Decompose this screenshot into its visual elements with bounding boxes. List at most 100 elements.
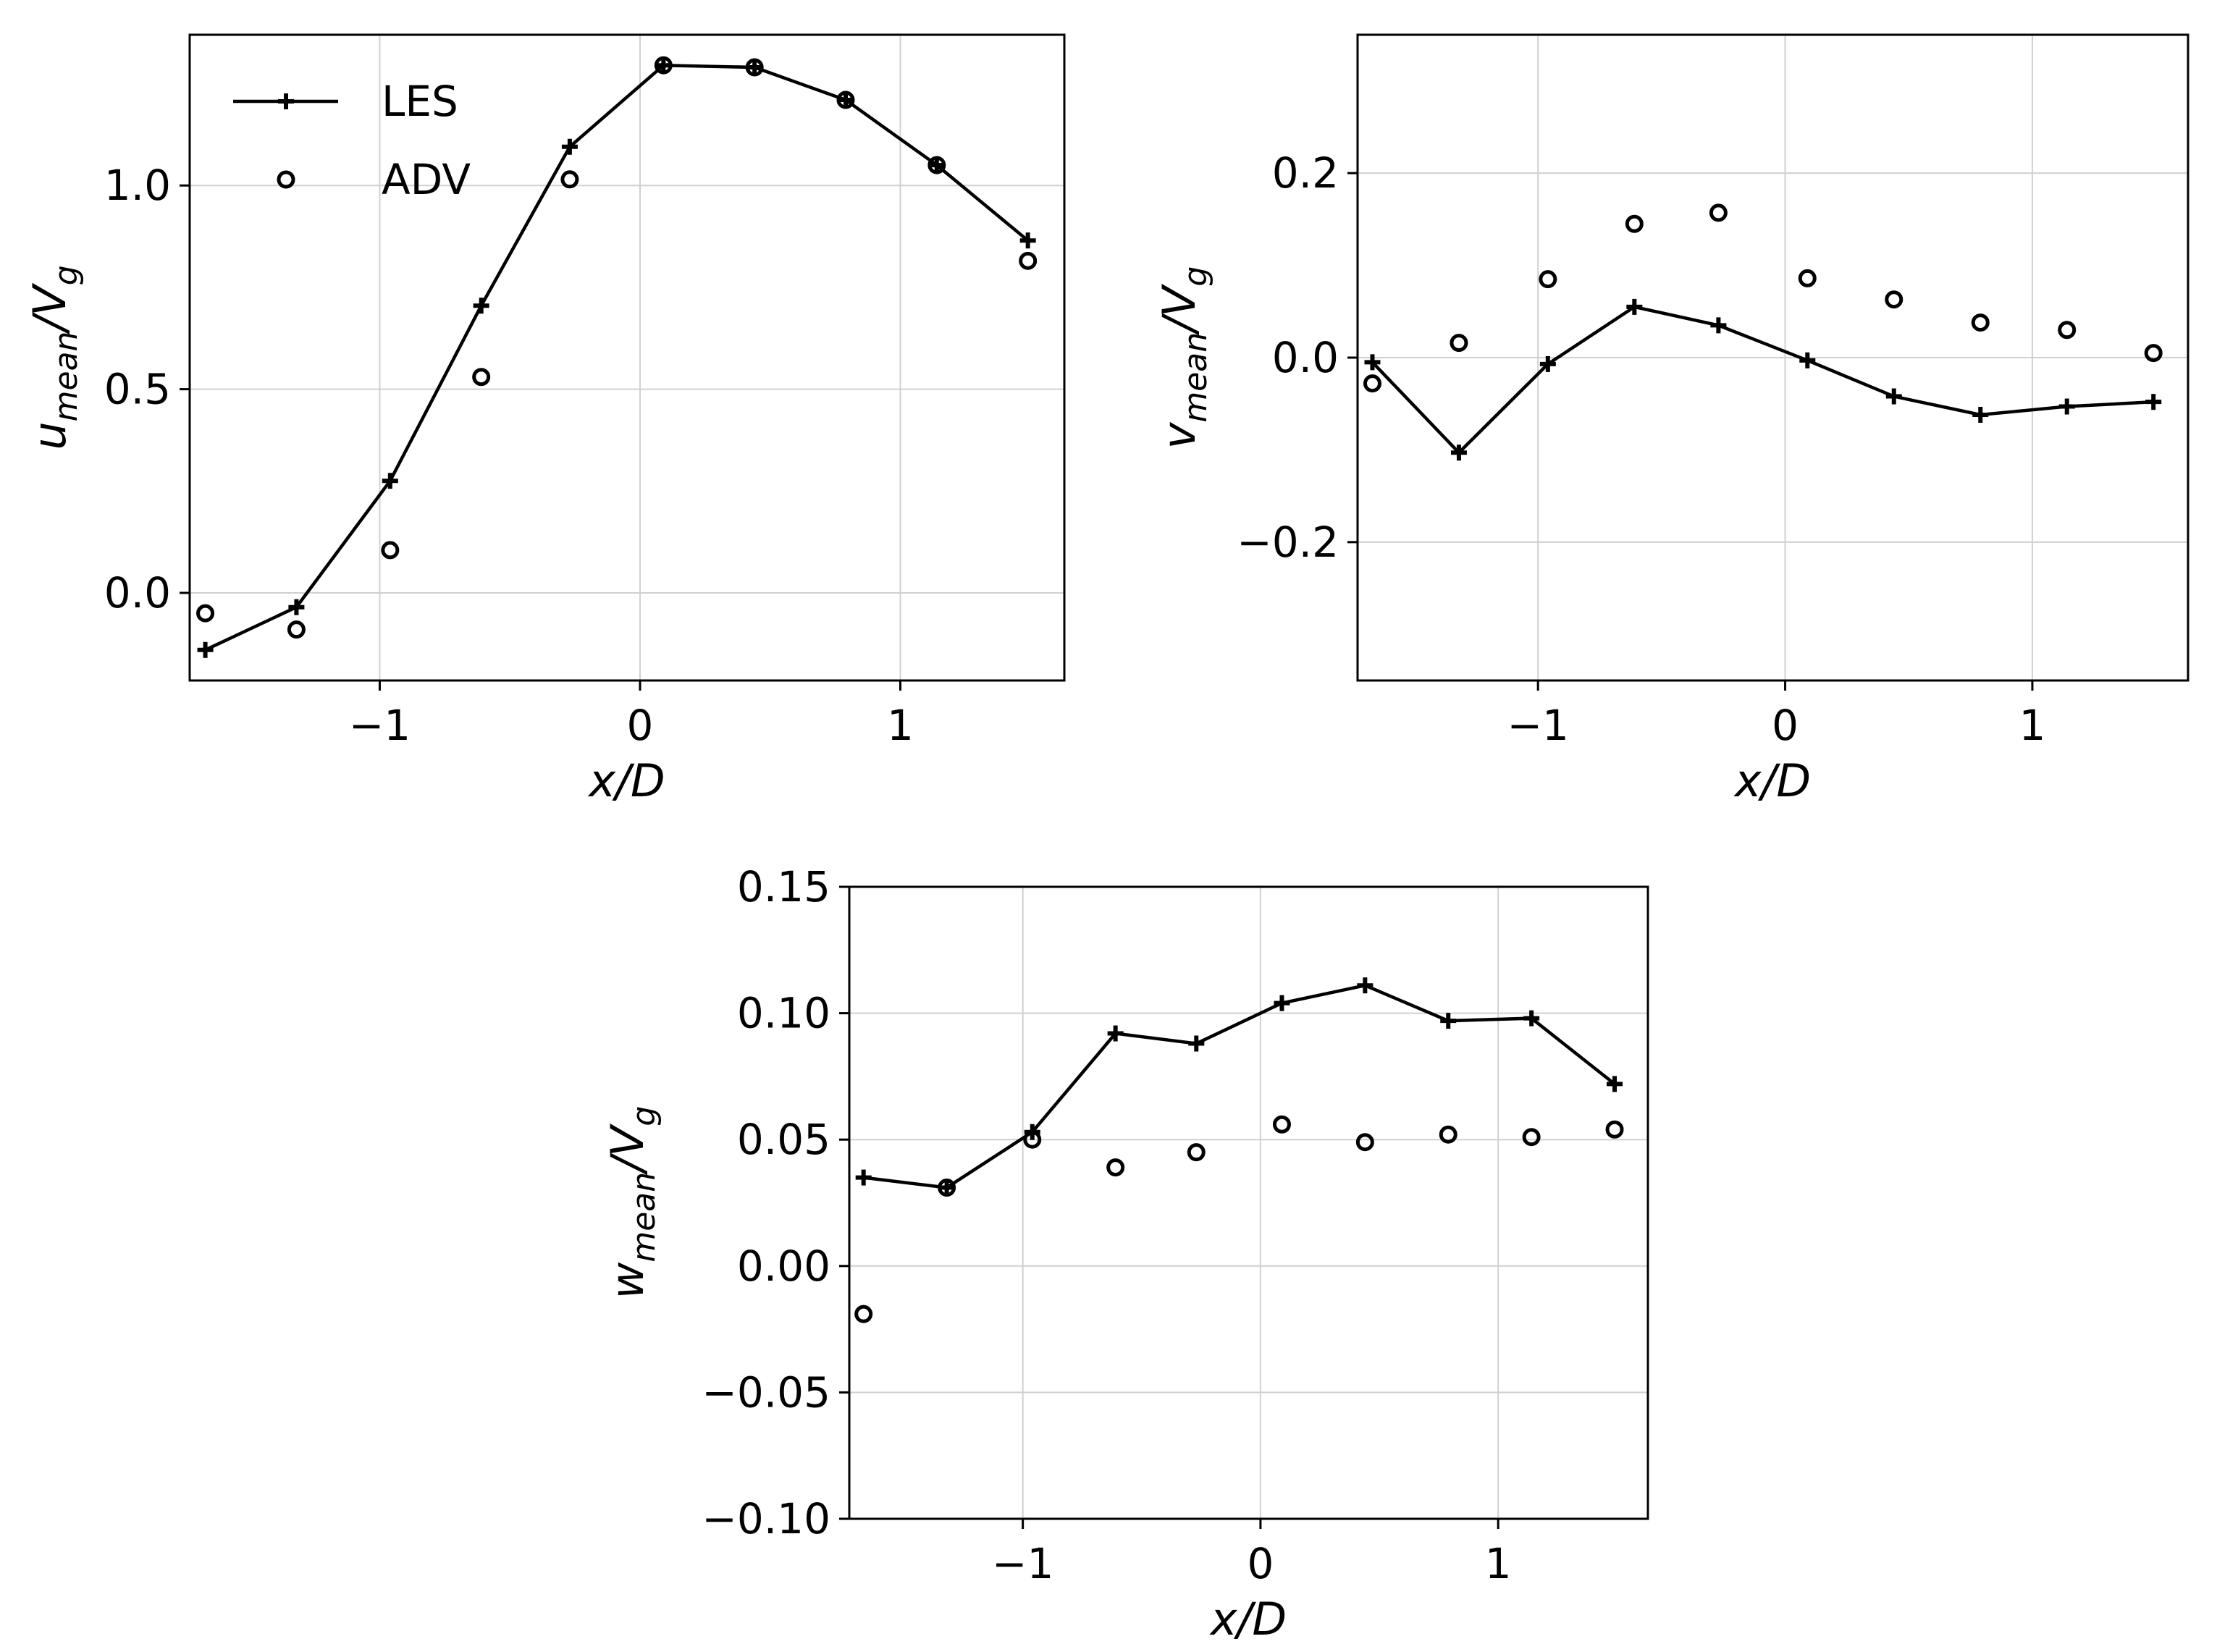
series-les <box>197 57 1036 658</box>
adv-data-point <box>927 156 946 174</box>
adv-data-point <box>1709 203 1728 222</box>
les-data-point <box>1710 317 1727 334</box>
y-tick-label: −0.2 <box>1237 518 1339 567</box>
adv-data-point <box>745 58 764 77</box>
y-axis-label: wmean/Vg <box>601 1106 662 1299</box>
les-data-point <box>1626 298 1643 315</box>
x-tick-label: −1 <box>349 701 411 750</box>
adv-data-point <box>1885 290 1903 309</box>
les-data-point <box>938 1179 955 1196</box>
les-data-point <box>1019 232 1036 249</box>
adv-data-point <box>1272 1115 1291 1134</box>
les-data-point <box>1799 352 1816 368</box>
les-data-point <box>1885 388 1902 405</box>
les-data-point <box>1440 1013 1457 1029</box>
x-tick-label: 1 <box>1485 1539 1512 1588</box>
adv-data-point <box>1539 270 1557 289</box>
y-tick-label: 0.0 <box>1272 333 1339 382</box>
y-tick-label: 0.10 <box>737 989 830 1038</box>
adv-data-point <box>2144 344 2163 363</box>
adv-data-point <box>560 170 579 189</box>
y-tick-label: 0.00 <box>737 1242 830 1291</box>
y-tick-label: 1.0 <box>104 161 171 210</box>
adv-data-point <box>1625 214 1644 233</box>
y-tick-label: 0.2 <box>1272 148 1339 198</box>
les-series-line <box>204 63 1030 652</box>
y-tick-label: −0.05 <box>702 1367 830 1417</box>
adv-data-point <box>1363 374 1381 393</box>
adv-data-point <box>1019 251 1038 270</box>
x-tick-label: 0 <box>1247 1539 1274 1588</box>
x-tick-label: 1 <box>887 701 914 750</box>
adv-data-point <box>196 604 215 623</box>
les-data-point <box>561 138 578 155</box>
adv-data-point <box>938 1179 956 1197</box>
les-data-point <box>473 298 489 314</box>
les-data-point <box>1274 995 1290 1011</box>
les-data-point <box>855 1169 872 1186</box>
adv-data-point <box>1450 334 1468 353</box>
adv-data-point <box>1355 1133 1374 1152</box>
legend-label-adv: ADV <box>382 155 471 204</box>
plot-frame <box>188 33 1066 682</box>
y-tick-label: 0.05 <box>737 1115 830 1164</box>
adv-data-point <box>1106 1158 1125 1177</box>
les-data-point <box>746 59 763 76</box>
x-tick-label: 1 <box>2019 701 2045 750</box>
les-data-point <box>2145 394 2162 410</box>
adv-data-point <box>472 368 491 387</box>
chart-w: −1 0 1 −0.10 −0.05 0.00 0.05 0.10 0.15 x/D wmean/V… <box>601 862 1649 1645</box>
adv-data-point <box>1023 1130 1042 1149</box>
les-data-point <box>1188 1035 1205 1052</box>
legend-label-les: LES <box>382 77 458 126</box>
les-series-line <box>1371 305 2154 455</box>
x-axis-label: x/D <box>1209 1593 1287 1645</box>
les-data-point <box>2058 398 2075 415</box>
les-data-point <box>1972 407 1989 423</box>
les-data-point <box>1107 1025 1124 1042</box>
les-data-point <box>382 473 398 489</box>
adv-data-point <box>1605 1120 1624 1139</box>
x-tick-label: −1 <box>992 1539 1054 1588</box>
adv-data-point <box>1439 1125 1457 1144</box>
y-tick-label: −0.10 <box>702 1494 830 1543</box>
series-adv <box>1363 203 2163 393</box>
adv-data-point <box>1798 269 1817 287</box>
y-tick-label: 0.5 <box>104 365 171 414</box>
y-tick-label: 0.15 <box>737 862 830 911</box>
x-axis-label: x/D <box>587 754 665 807</box>
adv-data-point <box>1971 313 1990 332</box>
series-adv <box>196 56 1038 639</box>
les-data-point <box>1450 444 1467 461</box>
les-series-line <box>863 983 1616 1189</box>
les-data-point <box>1357 977 1373 994</box>
plot-frame <box>848 885 1649 1520</box>
x-tick-label: 0 <box>1772 701 1799 750</box>
adv-data-point <box>287 620 306 639</box>
les-data-point <box>288 599 305 615</box>
les-data-point <box>197 641 214 658</box>
adv-data-point <box>381 541 400 560</box>
les-data-point <box>1607 1076 1623 1092</box>
y-axis-label: umean/Vg <box>23 265 85 450</box>
les-data-point <box>655 57 672 74</box>
y-axis-label: vmean/Vg <box>1153 266 1214 450</box>
adv-data-point <box>854 1305 873 1323</box>
series-adv <box>854 1115 1624 1323</box>
legend-adv-marker <box>277 170 295 189</box>
x-tick-label: −1 <box>1507 701 1569 750</box>
series-les <box>1364 298 2162 461</box>
chart-u: −1 0 1 0.0 0.5 1.0 x/D umean/Vg LES ADV <box>23 33 1066 807</box>
adv-data-point <box>1522 1128 1541 1147</box>
chart-v: −1 0 1 −0.2 0.0 0.2 x/D vmean/Vg <box>1153 33 2189 807</box>
x-axis-label: x/D <box>1733 754 1811 807</box>
series-les <box>855 977 1623 1196</box>
y-tick-label: 0.0 <box>104 568 171 618</box>
legend: LES ADV <box>233 77 471 204</box>
les-data-point <box>1539 355 1556 372</box>
les-data-point <box>1523 1010 1540 1027</box>
les-data-point <box>1364 354 1381 371</box>
adv-data-point <box>654 56 673 75</box>
adv-data-point <box>836 90 855 109</box>
